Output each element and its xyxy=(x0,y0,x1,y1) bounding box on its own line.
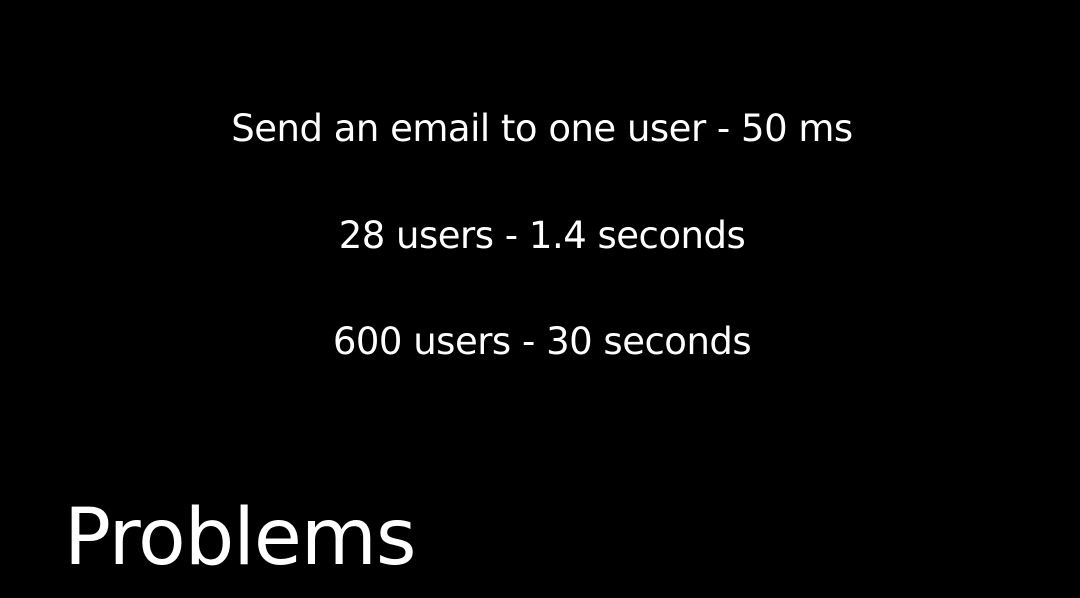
slide-title: Problems xyxy=(64,493,417,583)
stat-line-one-user: Send an email to one user - 50 ms xyxy=(231,107,853,150)
stat-line-28-users: 28 users - 1.4 seconds xyxy=(338,214,746,257)
stat-line-600-users: 600 users - 30 seconds xyxy=(332,320,752,363)
